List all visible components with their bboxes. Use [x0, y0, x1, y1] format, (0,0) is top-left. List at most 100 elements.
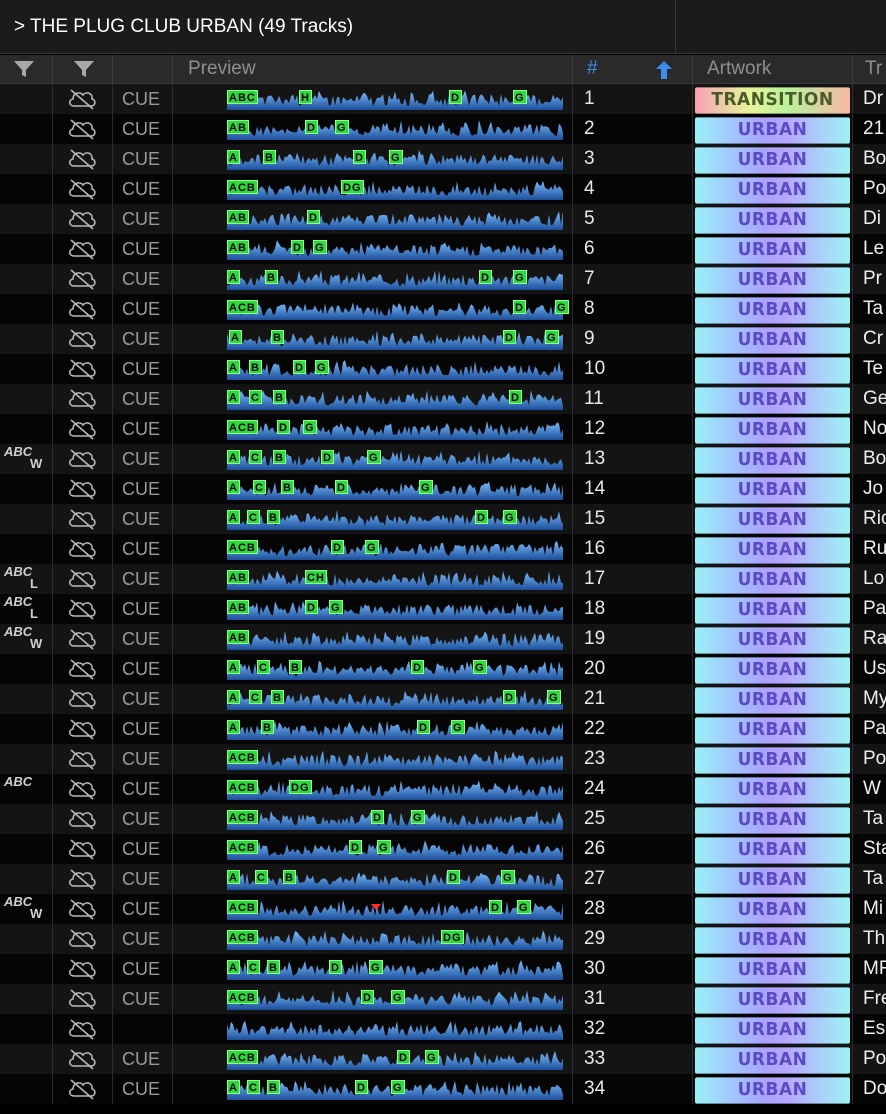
cue-label[interactable]: CUE	[113, 144, 173, 174]
artwork-cell[interactable]: URBAN	[693, 414, 853, 444]
cue-marker[interactable]: H	[299, 90, 312, 104]
cue-marker[interactable]: A	[229, 330, 242, 344]
cue-marker[interactable]: ACB	[227, 810, 258, 824]
cue-label[interactable]: CUE	[113, 264, 173, 294]
cue-marker[interactable]: D	[305, 120, 318, 134]
cue-marker[interactable]: G	[369, 960, 383, 974]
track-row[interactable]: ABC L CUE AB CH 17 URBAN Lo	[0, 564, 886, 594]
cue-label[interactable]: CUE	[113, 324, 173, 354]
cue-marker[interactable]: AB	[227, 570, 249, 584]
track-row[interactable]: CUE A C B D G 14 URBAN Jo	[0, 474, 886, 504]
cue-label[interactable]: CUE	[113, 684, 173, 714]
waveform-preview[interactable]: AB CH	[173, 564, 573, 594]
cue-label[interactable]: CUE	[113, 774, 173, 804]
cloud-cell[interactable]	[53, 1044, 113, 1074]
cue-label[interactable]: CUE	[113, 924, 173, 954]
artwork-cell[interactable]: URBAN	[693, 954, 853, 984]
cue-marker[interactable]: G	[389, 150, 403, 164]
artwork-cell[interactable]: URBAN	[693, 144, 853, 174]
cue-marker[interactable]: C	[255, 870, 268, 884]
waveform-preview[interactable]: AB	[173, 624, 573, 654]
cue-marker[interactable]: D	[335, 480, 348, 494]
cue-marker[interactable]: C	[257, 660, 270, 674]
artwork-cell[interactable]: URBAN	[693, 774, 853, 804]
cue-label[interactable]: CUE	[113, 714, 173, 744]
cloud-cell[interactable]	[53, 564, 113, 594]
cue-label[interactable]: CUE	[113, 84, 173, 114]
cue-marker[interactable]: C	[249, 390, 262, 404]
cloud-cell[interactable]	[53, 774, 113, 804]
cue-marker[interactable]: AB	[227, 210, 249, 224]
cue-marker[interactable]: B	[273, 390, 286, 404]
cue-label[interactable]: CUE	[113, 294, 173, 324]
artwork-cell[interactable]: URBAN	[693, 654, 853, 684]
cue-marker[interactable]: C	[253, 480, 266, 494]
cue-marker[interactable]: D	[353, 150, 366, 164]
waveform-preview[interactable]: ACB	[173, 744, 573, 774]
track-row[interactable]: CUE A B D G 22 URBAN Pa	[0, 714, 886, 744]
cue-marker[interactable]: C	[247, 510, 260, 524]
column-header-artwork[interactable]: Artwork	[693, 55, 853, 83]
cue-marker[interactable]: A	[227, 510, 240, 524]
cue-marker[interactable]: G	[451, 720, 465, 734]
column-header-filter-2[interactable]	[53, 55, 113, 83]
cue-label[interactable]: CUE	[113, 444, 173, 474]
cloud-cell[interactable]	[53, 84, 113, 114]
cloud-cell[interactable]	[53, 354, 113, 384]
track-row[interactable]: CUE ACB DG 29 URBAN Th	[0, 924, 886, 954]
cue-marker[interactable]: D	[513, 300, 526, 314]
cloud-cell[interactable]	[53, 684, 113, 714]
artwork-cell[interactable]: URBAN	[693, 834, 853, 864]
cue-label[interactable]: CUE	[113, 864, 173, 894]
cue-label[interactable]: CUE	[113, 414, 173, 444]
artwork-cell[interactable]: URBAN	[693, 504, 853, 534]
cue-marker[interactable]: A	[227, 660, 240, 674]
cue-label[interactable]: CUE	[113, 594, 173, 624]
track-row[interactable]: ABC W CUE AB 19 URBAN Ra	[0, 624, 886, 654]
artwork-cell[interactable]: URBAN	[693, 534, 853, 564]
cue-marker[interactable]: DG	[341, 180, 364, 194]
cloud-cell[interactable]	[53, 1014, 113, 1044]
cue-marker[interactable]: G	[545, 330, 559, 344]
track-row[interactable]: CUE A B D G 9 URBAN Cr	[0, 324, 886, 354]
cue-marker[interactable]: B	[261, 720, 274, 734]
artwork-cell[interactable]: URBAN	[693, 924, 853, 954]
track-row[interactable]: ABC L CUE AB D G 18 URBAN Pa	[0, 594, 886, 624]
cloud-cell[interactable]	[53, 414, 113, 444]
cue-label[interactable]: CUE	[113, 894, 173, 924]
cue-marker[interactable]: AB	[227, 120, 249, 134]
cue-marker[interactable]: G	[391, 990, 405, 1004]
cue-marker[interactable]: D	[411, 660, 424, 674]
waveform-preview[interactable]: ABC H D G	[173, 84, 573, 114]
cue-marker[interactable]: AB	[227, 630, 249, 644]
cue-label[interactable]: CUE	[113, 624, 173, 654]
cue-marker[interactable]: D	[475, 510, 488, 524]
artwork-cell[interactable]: URBAN	[693, 234, 853, 264]
track-row[interactable]: CUE ACB 23 URBAN Po	[0, 744, 886, 774]
cloud-cell[interactable]	[53, 924, 113, 954]
cue-marker[interactable]: D	[503, 690, 516, 704]
column-header-track-title[interactable]: Tr	[865, 58, 883, 79]
track-row[interactable]: CUE ACB D G 16 URBAN Ru	[0, 534, 886, 564]
cloud-cell[interactable]	[53, 114, 113, 144]
cue-marker[interactable]: ACB	[227, 750, 258, 764]
cue-marker[interactable]: G	[365, 540, 379, 554]
cue-marker[interactable]: B	[249, 360, 262, 374]
track-row[interactable]: CUE AB D G 2 URBAN 21	[0, 114, 886, 144]
cue-marker[interactable]: D	[449, 90, 462, 104]
artwork-cell[interactable]: URBAN	[693, 894, 853, 924]
cue-label[interactable]: CUE	[113, 834, 173, 864]
artwork-cell[interactable]: URBAN	[693, 684, 853, 714]
cue-marker[interactable]: AB	[227, 600, 249, 614]
cue-marker[interactable]: G	[513, 270, 527, 284]
